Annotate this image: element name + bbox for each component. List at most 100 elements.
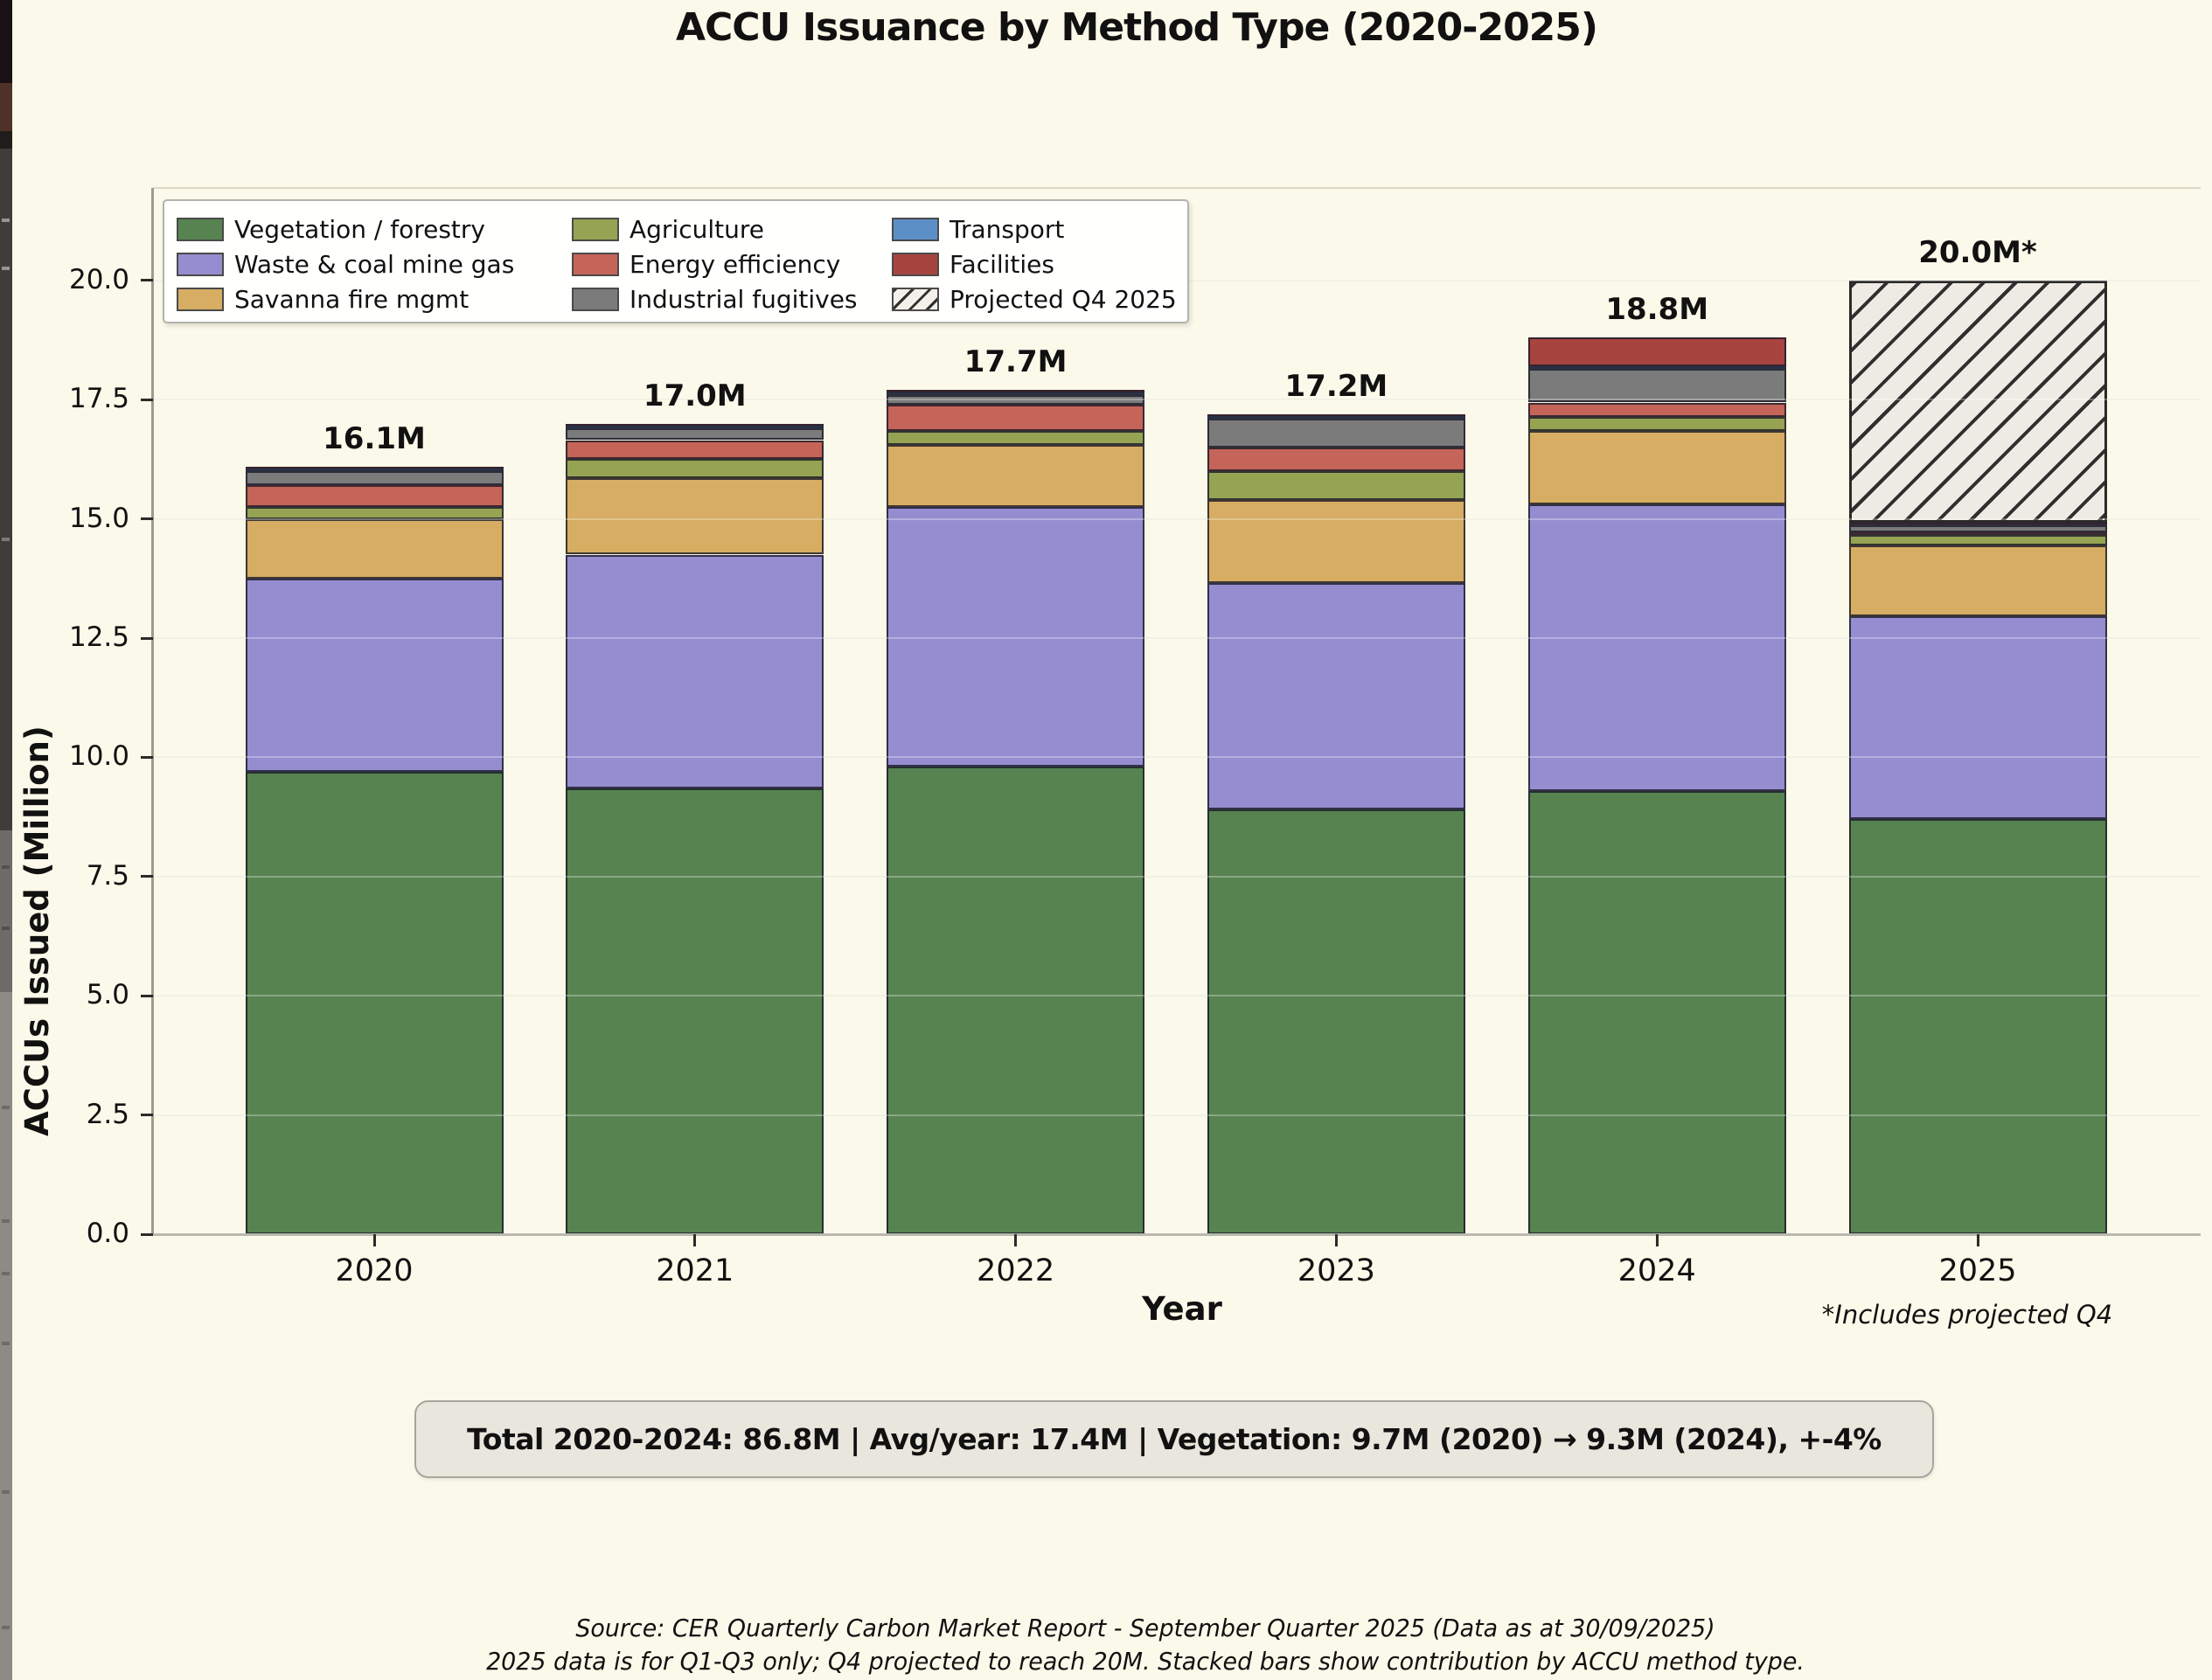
y-tick-mark	[141, 994, 153, 997]
bar-segment	[1207, 416, 1465, 419]
sliver-mark	[2, 1106, 10, 1109]
gridline	[153, 995, 2201, 997]
bar-segment	[1207, 809, 1465, 1234]
bar-total-label: 18.8M	[1605, 292, 1709, 328]
sliver-mark	[2, 1219, 10, 1223]
plot-left-spine	[151, 188, 154, 1234]
bar-segment	[887, 445, 1145, 507]
bar-segment	[245, 469, 504, 471]
x-tick-label: 2021	[656, 1253, 734, 1288]
bar-segment	[1527, 369, 1786, 403]
gridline	[153, 875, 2201, 878]
y-tick-mark	[141, 517, 153, 521]
y-tick-mark	[141, 755, 153, 759]
bar-segment	[887, 390, 1145, 392]
sliver-mark	[2, 1342, 10, 1345]
plot-bottom-spine	[153, 1233, 2201, 1236]
sliver-mark	[2, 538, 10, 541]
bar-segment	[1848, 524, 2107, 532]
bar-segment	[1527, 790, 1786, 1234]
bar-segment	[1848, 523, 2107, 524]
gridline-overlay	[153, 637, 2201, 639]
y-tick-mark	[141, 1232, 153, 1236]
legend-label: Savanna fire mgmt	[234, 285, 470, 314]
bar-segment	[566, 427, 824, 441]
bar-segment	[1848, 280, 2107, 523]
bar-segment	[245, 518, 504, 579]
bar-segment	[566, 440, 824, 460]
y-tick-label: 2.5	[86, 1098, 129, 1130]
bar-segment	[566, 478, 824, 555]
legend: Vegetation / forestry Waste & coal mine g…	[163, 199, 1189, 323]
legend-swatch-projected-q4-2025	[892, 288, 939, 311]
bar-segment	[245, 771, 504, 1234]
gridline	[153, 637, 2201, 639]
bar-total-label: 17.7M	[963, 344, 1068, 380]
bar-segment	[245, 507, 504, 519]
x-tick-label: 2025	[1938, 1253, 2017, 1288]
legend-label: Energy efficiency	[630, 250, 841, 279]
projection-footnote: *Includes projected Q4	[1821, 1300, 2113, 1329]
x-tick-mark	[693, 1234, 697, 1246]
legend-label: Agriculture	[630, 215, 764, 244]
bar-total-label: 17.0M	[643, 378, 747, 413]
x-tick-label: 2022	[977, 1253, 1055, 1288]
sliver-mark	[2, 1626, 10, 1629]
gridline-overlay	[153, 756, 2201, 759]
legend-label: Facilities	[949, 250, 1054, 279]
bar-segment	[1848, 534, 2107, 545]
gridline	[153, 517, 2201, 520]
source-caption-line2: 2025 data is for Q1-Q3 only; Q4 projecte…	[486, 1647, 1805, 1676]
legend-swatch-industrial-fugitives	[572, 288, 619, 311]
bar-segment	[245, 471, 504, 486]
bar-segment	[245, 578, 504, 772]
summary-stats-box: Total 2020-2024: 86.8M | Avg/year: 17.4M…	[414, 1400, 1934, 1478]
legend-swatch-savanna-fire-mgmt	[177, 288, 224, 311]
legend-label: Projected Q4 2025	[949, 285, 1177, 314]
gridline-overlay	[153, 1114, 2201, 1116]
bar-segment	[887, 507, 1145, 767]
bar-segment	[1848, 819, 2107, 1234]
bar-segment	[887, 392, 1145, 395]
bar-segment	[245, 485, 504, 507]
gridline-overlay	[153, 875, 2201, 878]
bar-segment	[1848, 531, 2107, 535]
bar-segment	[245, 466, 504, 469]
bar-segment	[1527, 337, 1786, 366]
bar-segment	[1848, 545, 2107, 617]
sliver-segment	[0, 992, 12, 1680]
x-tick-label: 2023	[1297, 1253, 1375, 1288]
bar-segment	[1527, 402, 1786, 418]
y-tick-label: 12.5	[68, 621, 129, 653]
bar-segment	[1207, 471, 1465, 500]
bar-segment	[1848, 616, 2107, 820]
bar-total-label: 16.1M	[323, 420, 426, 456]
y-tick-mark	[141, 279, 153, 282]
bar-segment	[887, 394, 1145, 405]
gridline-overlay	[153, 399, 2201, 401]
y-tick-mark	[141, 875, 153, 878]
legend-swatch-waste-coal-mine-gas	[177, 253, 224, 276]
legend-swatch-agriculture	[572, 218, 619, 241]
chart-title: ACCU Issuance by Method Type (2020-2025)	[675, 5, 1598, 50]
gridline-overlay	[153, 995, 2201, 997]
gridline	[153, 756, 2201, 759]
x-tick-label: 2020	[335, 1253, 414, 1288]
bar-segment	[566, 554, 824, 788]
bar-total-label: 20.0M*	[1918, 234, 2037, 270]
sliver-segment	[0, 83, 12, 131]
x-tick-label: 2024	[1617, 1253, 1696, 1288]
x-tick-mark	[1334, 1234, 1338, 1246]
bar-segment	[1207, 499, 1465, 584]
legend-swatch-transport	[892, 218, 939, 241]
sliver-segment	[0, 830, 12, 992]
bar-segment	[1527, 504, 1786, 791]
legend-label: Industrial fugitives	[630, 285, 858, 314]
y-tick-label: 5.0	[86, 979, 129, 1011]
y-tick-label: 17.5	[68, 383, 129, 415]
bar-segment	[1527, 430, 1786, 505]
y-tick-label: 10.0	[68, 740, 129, 773]
legend-label: Vegetation / forestry	[234, 215, 485, 244]
legend-swatch-energy-efficiency	[572, 253, 619, 276]
